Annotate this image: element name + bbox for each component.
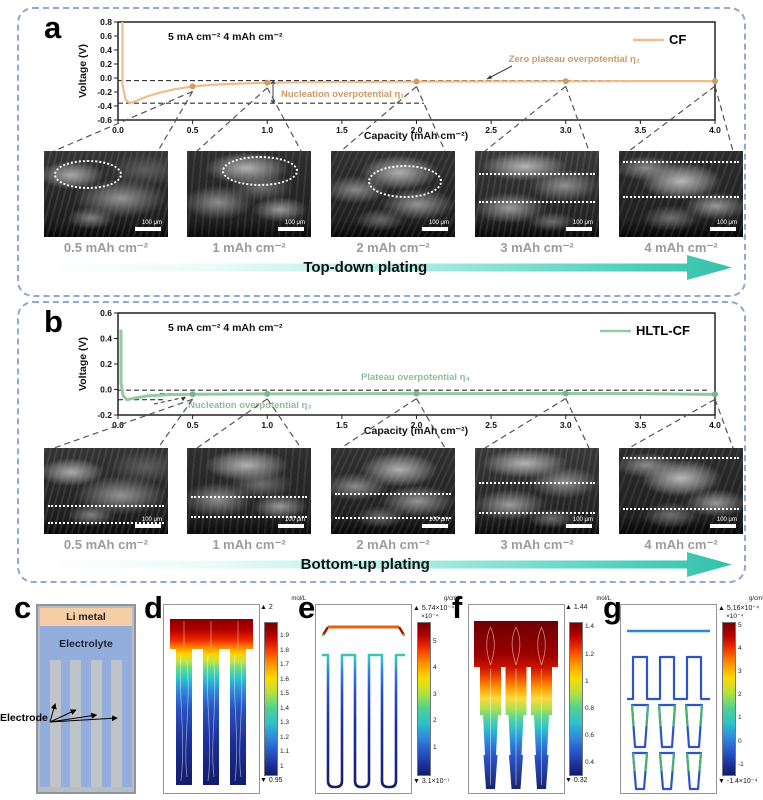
colorbar-unit: g/cm² xyxy=(749,596,763,602)
colorbar-unit: g/cm² xyxy=(444,596,459,602)
deposit-outline xyxy=(321,625,406,789)
colorbar-tick: 3 xyxy=(433,690,437,698)
colorbar-tick: 0 xyxy=(738,737,742,745)
colorbar-tick: 1 xyxy=(738,714,742,722)
colorbar-tick: 1 xyxy=(433,743,437,751)
colorbar-tick: 0.6 xyxy=(585,732,595,739)
top-down-plating-label: Top-down plating xyxy=(303,259,428,276)
li-metal-layer: Li metal xyxy=(40,608,132,626)
colorbar-tick: 1.4 xyxy=(585,623,595,631)
colorbar-tick: 4 xyxy=(738,644,742,652)
simulation-deposit-stepped xyxy=(620,604,717,794)
stepped-colormap xyxy=(474,621,558,789)
colorbar-tick: 5 xyxy=(738,621,742,629)
bottom-up-plating-label: Bottom-up plating xyxy=(300,556,430,573)
colorbar-tick: 0.8 xyxy=(585,704,595,712)
colorbar-gradient xyxy=(417,622,431,776)
colorbar-tick: 1.3 xyxy=(280,719,290,727)
colorbar-max: ▲ 2 xyxy=(260,604,273,611)
colorbar-tick: 1 xyxy=(280,762,284,770)
colorbar-tick: 1.2 xyxy=(280,733,290,741)
colorbar-tick: 1.7 xyxy=(280,661,290,669)
colorbar-min: ▼ 0.95 xyxy=(260,777,283,784)
cell-schematic: Li metal Electrolyte xyxy=(36,604,136,794)
panel-f-letter: f xyxy=(452,590,463,625)
panel-a-frame xyxy=(17,7,746,297)
colorbar-tick: 4 xyxy=(433,664,437,672)
top-down-plating-arrow: Top-down plating xyxy=(40,255,732,280)
panel-g-letter: g xyxy=(603,590,622,625)
colorbar-tick: 5 xyxy=(433,637,437,645)
colorbar-tick: 1.4 xyxy=(280,704,290,712)
colorbar-mol-per-l: mol/L ▲ 1.44 1.4 1.2 1 0.8 0.6 0.4 ▼ 0.32 xyxy=(565,596,615,798)
panel-a-letter: a xyxy=(44,10,62,45)
electrolyte-label: Electrolyte xyxy=(59,638,113,650)
panel-b-letter: b xyxy=(44,304,63,339)
colorbar-min: ▼ 0.32 xyxy=(565,777,588,784)
stepped-outline xyxy=(627,629,710,791)
panel-d-letter: d xyxy=(144,590,163,625)
colorbar-tick: 1.8 xyxy=(280,646,290,654)
colorbar-tick: -1 xyxy=(738,760,744,768)
colorbar-tick: 3 xyxy=(738,668,742,676)
colorbar-gradient xyxy=(722,622,736,776)
colorbar-tick: 1 xyxy=(585,677,589,685)
electrode-finger xyxy=(111,660,123,787)
electrode-label: Electrode xyxy=(0,712,48,724)
colorbar-min: ▼ -1.4×10⁻⁴ xyxy=(718,778,758,785)
panel-c-letter: c xyxy=(14,590,32,625)
colorbar-max: ▲ 5.74×10⁻⁴ xyxy=(413,605,455,612)
colorbar-mol-per-l: mol/L ▲ 2 1.9 1.8 1.7 1.6 1.5 1.4 1.3 1.2 1.1 1 ▼ 0.… xyxy=(260,596,310,798)
colorbar-g-per-cm2: g/cm² ▲ 5.16×10⁻⁴ ×10⁻⁴ 5 4 3 2 1 0 -1 ▼ -1.4×10⁻⁴ xyxy=(718,596,763,798)
colorbar-multiplier: ×10⁻⁴ xyxy=(421,613,439,620)
panel-e-letter: e xyxy=(298,590,316,625)
electrode-finger xyxy=(90,660,102,787)
colorbar-gradient xyxy=(569,622,583,776)
colorbar-g-per-cm2: g/cm² ▲ 5.74×10⁻⁴ ×10⁻⁴ 5 4 3 2 1 ▼ 3.1×10⁻⁷ xyxy=(413,596,463,798)
simulation-deposit-planar xyxy=(315,604,412,794)
colorbar-tick: 1.2 xyxy=(585,650,595,658)
colorbar-tick: 1.9 xyxy=(280,632,290,640)
colorbar-tick: 1.6 xyxy=(280,675,290,683)
colorbar-multiplier: ×10⁻⁴ xyxy=(726,613,744,620)
colorbar-unit: mol/L xyxy=(291,596,306,602)
electrode-finger xyxy=(70,660,82,787)
colorbar-tick: 2 xyxy=(433,717,437,725)
colorbar-tick: 1.1 xyxy=(280,748,290,756)
electrolyte-region: Electrolyte xyxy=(40,626,132,787)
colorbar-tick: 0.4 xyxy=(585,759,595,767)
panel-b-frame xyxy=(17,301,746,583)
colorbar-tick: 2 xyxy=(738,691,742,699)
simulation-concentration-planar xyxy=(163,604,260,794)
electrode-finger xyxy=(49,660,61,787)
comb-colormap xyxy=(170,619,253,785)
colorbar-max: ▲ 5.16×10⁻⁴ xyxy=(718,605,760,612)
colorbar-max: ▲ 1.44 xyxy=(565,604,588,611)
colorbar-unit: mol/L xyxy=(596,596,611,602)
simulation-concentration-stepped xyxy=(468,604,565,794)
colorbar-tick: 1.5 xyxy=(280,690,290,698)
colorbar-min: ▼ 3.1×10⁻⁷ xyxy=(413,778,450,785)
bottom-up-plating-arrow: Bottom-up plating xyxy=(40,552,732,577)
colorbar-gradient xyxy=(264,622,278,776)
